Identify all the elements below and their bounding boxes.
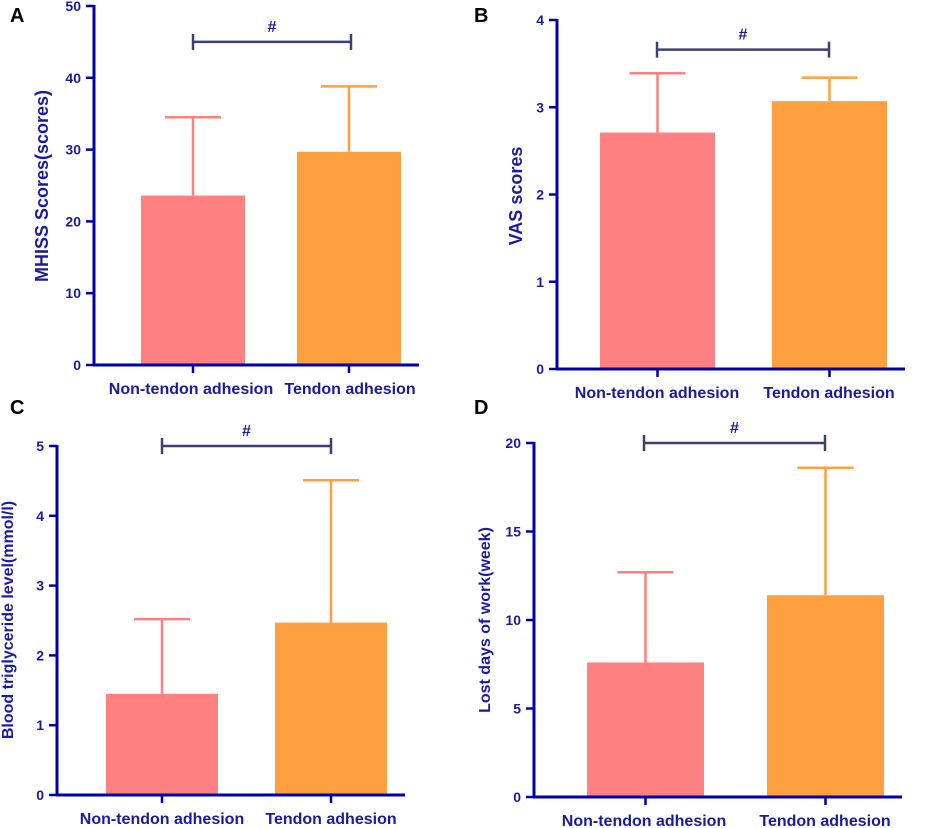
y-axis-title: MHISS Scores(scores) xyxy=(32,90,52,282)
bar-tendon-adhesion xyxy=(275,622,387,795)
bar-tendon-adhesion xyxy=(772,101,887,369)
panel-a: A 0 10 20 30 40 50 Non-tendon adhesion Tendon ad… xyxy=(10,0,419,398)
bar-non-tendon-adhesion xyxy=(600,132,715,369)
y-tick-label: 0 xyxy=(513,789,521,805)
y-tick-label: 10 xyxy=(65,285,81,301)
panel-letter: A xyxy=(10,5,24,27)
panel-b: B 0 1 2 3 4 Non-tendon adhesion Tendon adhesion… xyxy=(474,5,905,402)
significance-marker: # xyxy=(739,27,748,44)
y-tick-label: 4 xyxy=(536,12,544,28)
y-tick-label: 0 xyxy=(536,361,544,377)
y-tick-label: 3 xyxy=(536,99,544,115)
y-tick-label: 3 xyxy=(36,578,44,594)
y-tick-label: 10 xyxy=(505,612,521,628)
y-tick-label: 1 xyxy=(36,717,44,733)
y-tick-label: 0 xyxy=(36,787,44,803)
significance-marker: # xyxy=(730,420,739,437)
y-tick-label: 5 xyxy=(513,701,521,717)
x-category-label: Tendon adhesion xyxy=(759,813,890,828)
y-tick-label: 20 xyxy=(65,213,81,229)
bar-non-tendon-adhesion xyxy=(106,693,218,795)
y-tick-label: 2 xyxy=(536,187,544,203)
bar-tendon-adhesion xyxy=(297,151,401,365)
x-category-label: Non-tendon adhesion xyxy=(575,385,739,402)
x-category-label: Tendon adhesion xyxy=(763,385,894,402)
y-tick-label: 1 xyxy=(536,274,544,290)
y-tick-label: 15 xyxy=(505,524,521,540)
y-axis-title: Blood triglyceride level(mmol/l) xyxy=(0,501,17,739)
panel-letter: D xyxy=(474,397,488,419)
panel-letter: B xyxy=(474,5,488,27)
x-category-label: Non-tendon adhesion xyxy=(80,811,244,828)
y-tick-label: 30 xyxy=(65,142,81,158)
y-tick-label: 4 xyxy=(36,508,44,524)
y-tick-label: 0 xyxy=(73,357,81,373)
x-category-label: Tendon adhesion xyxy=(284,381,415,398)
x-category-label: Non-tendon adhesion xyxy=(109,381,273,398)
y-axis-title: Lost days of work(week) xyxy=(477,527,494,713)
panel-c: C 0 1 2 3 4 5 Non-tendon adhesion Tendon adhesio… xyxy=(0,397,405,828)
significance-marker: # xyxy=(268,19,277,36)
bar-tendon-adhesion xyxy=(767,595,884,797)
y-axis-title: VAS scores xyxy=(506,147,526,246)
panel-d: D 0 5 10 15 20 Non-tendon adhesion Tendon adhes… xyxy=(474,397,902,828)
panel-letter: C xyxy=(10,397,24,419)
y-tick-label: 5 xyxy=(36,438,44,454)
y-tick-label: 2 xyxy=(36,647,44,663)
y-tick-label: 50 xyxy=(65,0,81,14)
y-tick-label: 40 xyxy=(65,70,81,86)
significance-marker: # xyxy=(242,423,251,440)
x-category-label: Non-tendon adhesion xyxy=(562,813,726,828)
y-tick-label: 20 xyxy=(505,435,521,451)
x-category-label: Tendon adhesion xyxy=(265,811,396,828)
bar-non-tendon-adhesion xyxy=(587,662,704,797)
bar-non-tendon-adhesion xyxy=(141,195,245,365)
